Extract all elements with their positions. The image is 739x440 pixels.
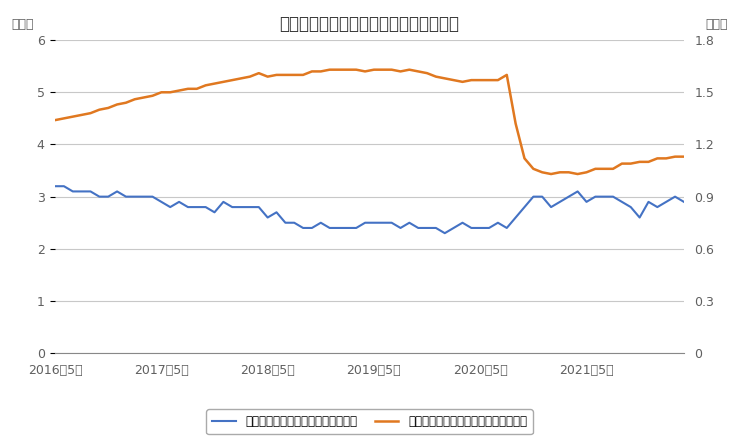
完全失業率【季節調整値】（左軸） (139, 194, 148, 199)
Text: （倍）: （倍） (706, 18, 728, 31)
Legend: 完全失業率【季節調整値】（左軸）, 有効求人倍率【季節調整値】（右軸）: 完全失業率【季節調整値】（左軸）, 有効求人倍率【季節調整値】（右軸） (206, 409, 533, 434)
有効求人倍率【季節調整値】（右軸） (139, 95, 148, 100)
完全失業率【季節調整値】（左軸） (201, 205, 210, 210)
Text: （％）: （％） (11, 18, 33, 31)
完全失業率【季節調整値】（左軸） (440, 231, 449, 236)
有効求人倍率【季節調整値】（右軸） (458, 79, 467, 84)
有効求人倍率【季節調整値】（右軸） (547, 172, 556, 177)
Line: 有効求人倍率【季節調整値】（右軸）: 有効求人倍率【季節調整値】（右軸） (55, 70, 684, 174)
完全失業率【季節調整値】（左軸） (458, 220, 467, 225)
有効求人倍率【季節調整値】（右軸） (263, 74, 272, 79)
有効求人倍率【季節調整値】（右軸） (679, 154, 688, 159)
完全失業率【季節調整値】（左軸） (405, 220, 414, 225)
有効求人倍率【季節調整値】（右軸） (485, 77, 494, 83)
有効求人倍率【季節調整値】（右軸） (325, 67, 334, 72)
完全失業率【季節調整値】（左軸） (485, 225, 494, 231)
完全失業率【季節調整値】（左軸） (263, 215, 272, 220)
有効求人倍率【季節調整値】（右軸） (51, 117, 60, 123)
有効求人倍率【季節調整値】（右軸） (644, 159, 653, 165)
Title: 日本の完全失業率と有効求人倍率の推移: 日本の完全失業率と有効求人倍率の推移 (279, 15, 460, 33)
Line: 完全失業率【季節調整値】（左軸）: 完全失業率【季節調整値】（左軸） (55, 186, 684, 233)
完全失業率【季節調整値】（左軸） (51, 183, 60, 189)
有効求人倍率【季節調整値】（右軸） (414, 69, 423, 74)
完全失業率【季節調整値】（左軸） (679, 199, 688, 205)
